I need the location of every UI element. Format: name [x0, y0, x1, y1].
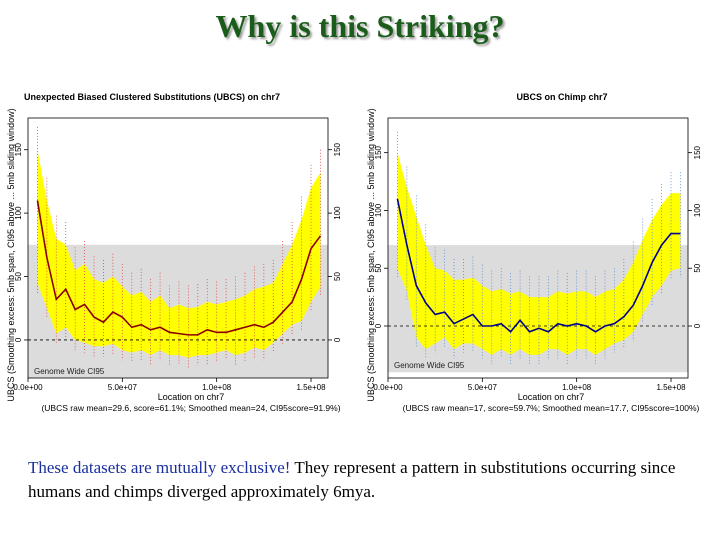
caption-text: They represent a pattern in substitution… — [28, 458, 676, 501]
y-tick-label: 0 — [14, 337, 23, 342]
x-tick-label: 0.0e+00 — [373, 383, 403, 392]
chart-footer: (UBCS raw mean=29.6, score=61.1%; Smooth… — [41, 403, 340, 413]
slide-title: Why is this Striking? — [215, 8, 505, 44]
x-tick-label: 5.0e+07 — [108, 383, 138, 392]
human-ubcs-chart: UBCS (Smoothing excess: 5mb span, CI95 a… — [6, 92, 342, 413]
y-tick-label: 150 — [14, 142, 23, 156]
y-tick-label-right: 150 — [333, 142, 342, 156]
x-tick-label: 0.0e+00 — [13, 383, 43, 392]
ci95-band — [397, 152, 681, 355]
plot-frame — [27, 117, 329, 379]
human-chr7-chart-panel: UBCS (Smoothing excess: 5mb span, CI95 a… — [6, 78, 358, 420]
caption-highlight: These datasets are mutually exclusive! — [28, 458, 291, 477]
plot-area: Genome Wide CI95 0 0 50 50 100 100 150 150 0.0e+0… — [13, 117, 342, 392]
x-axis-label: Location on chr7 — [518, 392, 585, 402]
y-tick-label-right: 50 — [693, 263, 702, 272]
chart-title: UBCS on Chimp chr7 — [516, 92, 607, 102]
y-tick-label-right: 50 — [333, 272, 342, 281]
x-tick-label: 1.5e+08 — [656, 383, 686, 392]
x-tick-label: 1.0e+08 — [202, 383, 232, 392]
x-tick-label: 1.5e+08 — [296, 383, 326, 392]
y-tick-label: 100 — [14, 206, 23, 220]
genome-wide-ci-label: Genome Wide CI95 — [394, 361, 465, 370]
chimp-chr7-chart-panel: UBCS (Smoothing excess: 5mb span, CI95 a… — [366, 78, 718, 420]
chart-footer: (UBCS raw mean=17, score=59.7%; Smoothed… — [403, 403, 700, 413]
y-axis-label: UBCS (Smoothing excess: 5mb span, CI95 a… — [6, 108, 16, 401]
chimp-ubcs-chart: UBCS (Smoothing excess: 5mb span, CI95 a… — [366, 92, 702, 413]
x-axis-label: Location on chr7 — [158, 392, 225, 402]
y-tick-label: 150 — [374, 145, 383, 159]
plot-area: Genome Wide CI95 0 0 50 50 100 100 150 150 0.0e+0… — [373, 117, 702, 392]
x-tick-label: 5.0e+07 — [468, 383, 498, 392]
y-axis-label: UBCS (Smoothing excess: 5mb span, CI95 a… — [366, 108, 376, 401]
slide-caption: These datasets are mutually exclusive! T… — [28, 456, 708, 504]
plot-frame — [387, 117, 689, 379]
x-tick-label: 1.0e+08 — [562, 383, 592, 392]
y-tick-label: 50 — [14, 272, 23, 281]
smoothed-mean-line — [36, 200, 322, 336]
y-tick-label-right: 0 — [693, 323, 702, 328]
y-tick-label-right: 150 — [693, 145, 702, 159]
y-tick-label: 50 — [374, 263, 383, 272]
ci95-band — [37, 149, 321, 358]
genome-wide-ci-label: Genome Wide CI95 — [34, 367, 105, 376]
smoothed-mean-line — [396, 198, 681, 333]
y-tick-label-right: 0 — [333, 337, 342, 342]
y-tick-label-right: 100 — [333, 206, 342, 220]
y-tick-label: 0 — [374, 323, 383, 328]
chart-title: Unexpected Biased Clustered Substitution… — [24, 92, 280, 102]
y-tick-label: 100 — [374, 203, 383, 217]
y-tick-label-right: 100 — [693, 203, 702, 217]
